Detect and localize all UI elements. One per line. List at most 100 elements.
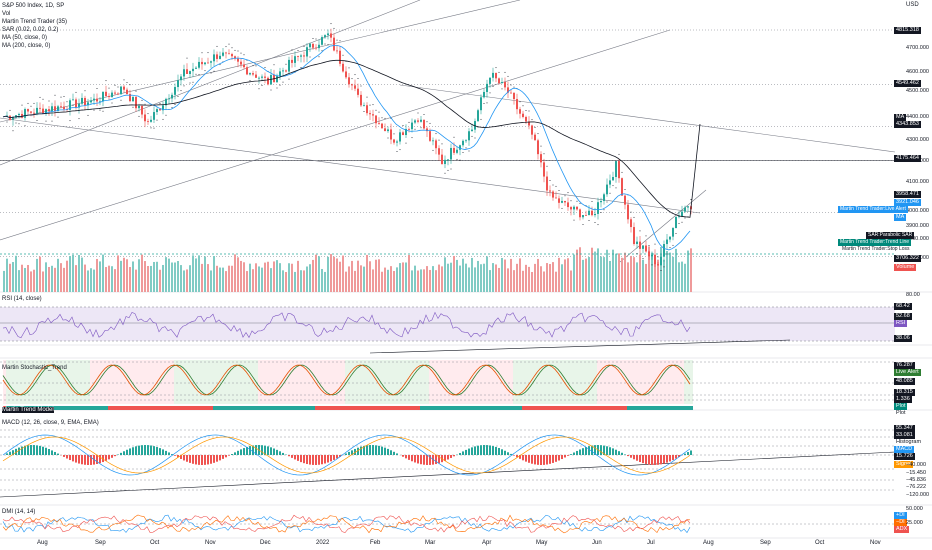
price-tick: 4400.000	[906, 114, 929, 120]
volume-bar	[372, 269, 374, 292]
trend-model-cell	[354, 406, 357, 410]
stoch-bg	[474, 360, 477, 404]
legend-line-vol[interactable]: Vol	[2, 11, 11, 17]
candle-body	[507, 87, 509, 93]
trend-model-cell	[102, 406, 105, 410]
volume-bar	[297, 260, 299, 292]
macd-hist-bar	[684, 453, 686, 455]
rsi-tag: 38.06	[894, 335, 912, 342]
macd-hist-bar	[510, 453, 512, 455]
macd-hist-bar	[309, 455, 311, 465]
volume-bar	[480, 264, 482, 292]
macd-hist-bar	[81, 455, 83, 465]
legend-line-ma50[interactable]: MA (50, close, 0)	[2, 35, 48, 41]
candle-body	[456, 149, 458, 153]
macd-hist-bar	[540, 455, 542, 465]
trend-model-cell	[117, 406, 120, 410]
volume-bar	[453, 255, 455, 292]
volume-bar	[381, 271, 383, 292]
volume-bar	[630, 255, 632, 292]
sar-dot	[87, 114, 89, 116]
sar-dot	[447, 169, 449, 171]
candle-body	[423, 119, 425, 129]
sar-dot	[576, 200, 578, 202]
stoch-bg	[198, 360, 201, 404]
candle-body	[306, 47, 308, 57]
sar-dot	[423, 113, 425, 115]
stoch-bg	[237, 360, 240, 404]
macd-hist-bar	[354, 448, 356, 455]
macd-label[interactable]: MACD (12, 26, close, 9, EMA, EMA)	[2, 420, 99, 426]
macd-hist-bar	[171, 454, 173, 455]
trend-model-cell	[522, 406, 525, 410]
sar-dot	[675, 233, 677, 235]
trend-model-cell	[576, 406, 579, 410]
rsi-label[interactable]: RSI (14, close)	[2, 296, 42, 302]
macd-hist-bar	[537, 455, 539, 465]
stoch-bg	[225, 360, 228, 404]
trend-model-label[interactable]: Martin Trend Model	[2, 407, 54, 413]
stoch-bg	[489, 360, 492, 404]
volume-bar	[330, 254, 332, 292]
macd-hist-bar	[204, 455, 206, 465]
stoch-bg	[681, 360, 684, 404]
stoch-bg	[147, 360, 150, 404]
candle-body	[225, 52, 227, 54]
stoch-bg	[570, 360, 573, 404]
legend-line-ma200[interactable]: MA (200, close, 0)	[2, 43, 51, 49]
macd-hist-bar	[585, 447, 587, 455]
price-tag: MA	[894, 214, 907, 221]
macd-hist-bar	[462, 451, 464, 455]
trend-model-cell	[105, 406, 108, 410]
stoch-bg	[375, 360, 378, 404]
trend-model-cell	[279, 406, 282, 410]
sar-dot	[312, 37, 314, 39]
trend-model-cell	[468, 406, 471, 410]
stoch-bg	[549, 360, 552, 404]
macd-hist-bar	[594, 445, 596, 455]
macd-hist-bar	[549, 455, 551, 464]
sar-dot	[438, 139, 440, 141]
chart-legend: S&P 500 Index, 1D, SP Vol Martin Trend T…	[2, 2, 67, 50]
stoch-bg	[132, 360, 135, 404]
sar-dot	[678, 223, 680, 225]
macd-hist-bar	[69, 455, 71, 461]
stoch-bg	[612, 360, 615, 404]
trend-model-cell	[159, 406, 162, 410]
trend-model-cell	[243, 406, 246, 410]
time-label: Jun	[592, 540, 602, 546]
stoch-bg	[288, 360, 291, 404]
sar-dot	[6, 121, 8, 123]
volume-bar	[408, 255, 410, 292]
macd-hist-bar	[102, 455, 104, 463]
volume-bar	[531, 271, 533, 292]
trend-model-cell	[423, 406, 426, 410]
candle-body	[252, 73, 254, 75]
macd-hist-bar	[504, 450, 506, 455]
volume-bar	[51, 265, 53, 292]
sar-dot	[321, 50, 323, 52]
trend-model-cell	[135, 406, 138, 410]
volume-bar	[132, 261, 134, 292]
dmi-label[interactable]: DMI (14, 14)	[2, 509, 36, 515]
candle-body	[198, 61, 200, 68]
volume-bar	[183, 270, 185, 292]
macd-hist-bar	[366, 445, 368, 455]
trend-model-cell	[600, 406, 603, 410]
macd-hist-bar	[480, 445, 482, 455]
stoch-bg	[636, 360, 639, 404]
sar-dot	[375, 109, 377, 111]
stoch-label[interactable]: Martin Stochastic_Trend	[2, 365, 67, 371]
volume-bar	[54, 267, 56, 292]
time-axis[interactable]: Aug Sep Oct Nov Dec 2022 Feb Mar Apr May Jun Jul Aug…	[0, 540, 932, 550]
legend-line-mtt[interactable]: Martin Trend Trader (35)	[2, 19, 68, 25]
trend-model-cell	[132, 406, 135, 410]
legend-line-sar[interactable]: SAR (0.02, 0.02, 0.2)	[2, 27, 59, 33]
trend-model-cell	[381, 406, 384, 410]
candle-body	[327, 33, 329, 36]
candle-body	[495, 72, 497, 79]
volume-bar	[528, 266, 530, 292]
symbol-title[interactable]: S&P 500 Index, 1D, SP	[2, 3, 65, 9]
volume-bar	[612, 249, 614, 292]
